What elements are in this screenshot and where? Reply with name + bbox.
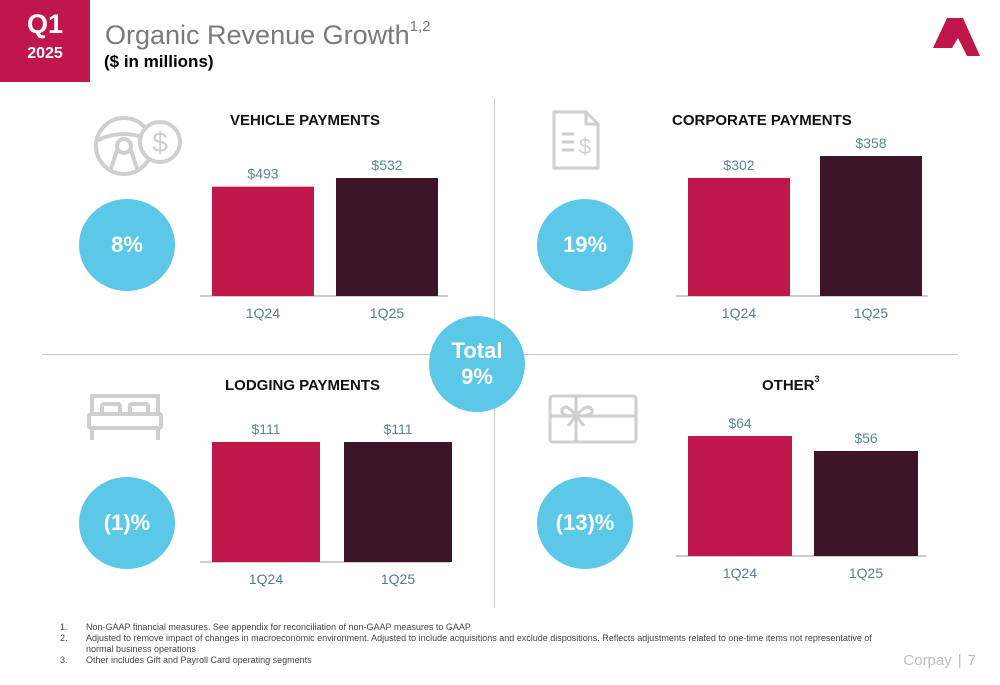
lodging-growth-bubble: (1)% <box>79 477 175 569</box>
other-growth-bubble: (13)% <box>537 477 633 569</box>
lodging-bar-1q25 <box>344 442 452 562</box>
footnote-1-num: 1. <box>60 622 68 632</box>
other-value-label-1q25: $56 <box>854 430 878 446</box>
vehicle-payments-title: VEHICLE PAYMENTS <box>230 112 380 129</box>
total-value: 9% <box>461 364 493 389</box>
lodging-value-label-1q24: $111 <box>251 421 280 437</box>
other-tick-label-1q25: 1Q25 <box>849 565 883 581</box>
svg-text:$: $ <box>152 127 168 158</box>
year-label: 2025 <box>27 45 63 62</box>
other-bar-1q25 <box>814 451 918 556</box>
lodging-tick-label-1q24: 1Q24 <box>249 571 283 587</box>
corporate-bar-1q24 <box>688 177 790 296</box>
steering-wheel-dollar-icon: $ <box>94 116 182 176</box>
corpay-logo-icon <box>933 18 980 56</box>
footnote-2: 2. Adjusted to remove impact of changes i… <box>60 633 900 655</box>
vehicle-growth-bubble: 8% <box>79 199 175 291</box>
corporate-growth-bubble: 19% <box>537 199 633 291</box>
lodging-tick-label-1q25: 1Q25 <box>381 571 415 587</box>
vehicle-tick-label-1q24: 1Q24 <box>246 305 280 321</box>
footer-separator: | <box>957 652 962 669</box>
page-title-sup: 1,2 <box>409 18 431 35</box>
lodging-bar-1q24 <box>212 442 320 562</box>
vehicle-value-label-1q24: $493 <box>247 166 278 182</box>
vehicle-payments-title-text: VEHICLE PAYMENTS <box>230 112 381 129</box>
footnote-1: 1. Non-GAAP financial measures. See appen… <box>60 622 900 633</box>
other-bar-1q24 <box>688 436 792 556</box>
footnote-2-text: Adjusted to remove impact of changes in … <box>86 633 872 654</box>
corporate-payments-chart: $302 1Q24 $358 1Q25 <box>676 135 928 321</box>
footer: Corpay | 7 <box>903 652 976 669</box>
other-title-sup: 3 <box>814 374 820 384</box>
lodging-payments-title-text: LODGING PAYMENTS <box>225 377 381 394</box>
vehicle-payments-chart: $493 1Q24 $532 1Q25 <box>200 157 448 321</box>
other-title-text: OTHER <box>762 377 815 394</box>
other-tick-label-1q24: 1Q24 <box>723 565 757 581</box>
quarter-label: Q1 <box>26 9 64 39</box>
footnote-2-num: 2. <box>60 633 68 643</box>
vehicle-bar-1q24 <box>212 186 314 296</box>
corporate-value-label-1q24: $302 <box>723 157 754 173</box>
lodging-payments-chart: $111 1Q24 $111 1Q25 <box>200 421 452 587</box>
invoice-dollar-icon: $ <box>552 110 600 170</box>
total-growth-bubble: Total 9% <box>429 316 525 412</box>
footnote-1-text: Non-GAAP financial measures. See appendi… <box>86 622 471 632</box>
footnote-3-text: Other includes Gift and Payroll Card ope… <box>86 655 312 665</box>
other-value-label-1q24: $64 <box>728 415 752 431</box>
corporate-payments-title: CORPORATE PAYMENTS <box>672 112 852 129</box>
svg-text:$: $ <box>579 134 591 159</box>
corporate-tick-label-1q24: 1Q24 <box>722 305 756 321</box>
gift-card-icon <box>548 394 638 444</box>
page-number: 7 <box>967 652 976 669</box>
footnote-3-num: 3. <box>60 655 68 665</box>
vehicle-tick-label-1q25: 1Q25 <box>370 305 404 321</box>
page-subtitle: ($ in millions) <box>104 52 214 71</box>
lodging-value-label-1q25: $111 <box>383 421 412 437</box>
quarter-badge: Q1 2025 <box>0 0 90 82</box>
corporate-value-label-1q25: $358 <box>855 135 886 151</box>
total-label: Total <box>451 338 503 363</box>
vehicle-value-label-1q25: $532 <box>371 157 402 173</box>
vehicle-bar-1q25 <box>336 178 438 296</box>
other-chart: $64 1Q24 $56 1Q25 <box>676 415 926 581</box>
corporate-bar-1q25 <box>820 156 922 296</box>
footnote-3: 3. Other includes Gift and Payroll Card o… <box>60 655 900 666</box>
footnotes: 1. Non-GAAP financial measures. See appen… <box>60 622 900 666</box>
footer-brand: Corpay <box>903 652 952 669</box>
corporate-payments-title-text: CORPORATE PAYMENTS <box>672 112 852 129</box>
page-title-text: Organic Revenue Growth <box>105 20 410 50</box>
lodging-payments-title: LODGING PAYMENTS <box>225 377 380 394</box>
bed-icon <box>87 394 163 440</box>
corporate-tick-label-1q25: 1Q25 <box>854 305 888 321</box>
other-title: OTHER3 <box>762 374 820 394</box>
page-title: Organic Revenue Growth1,2 <box>105 18 431 51</box>
